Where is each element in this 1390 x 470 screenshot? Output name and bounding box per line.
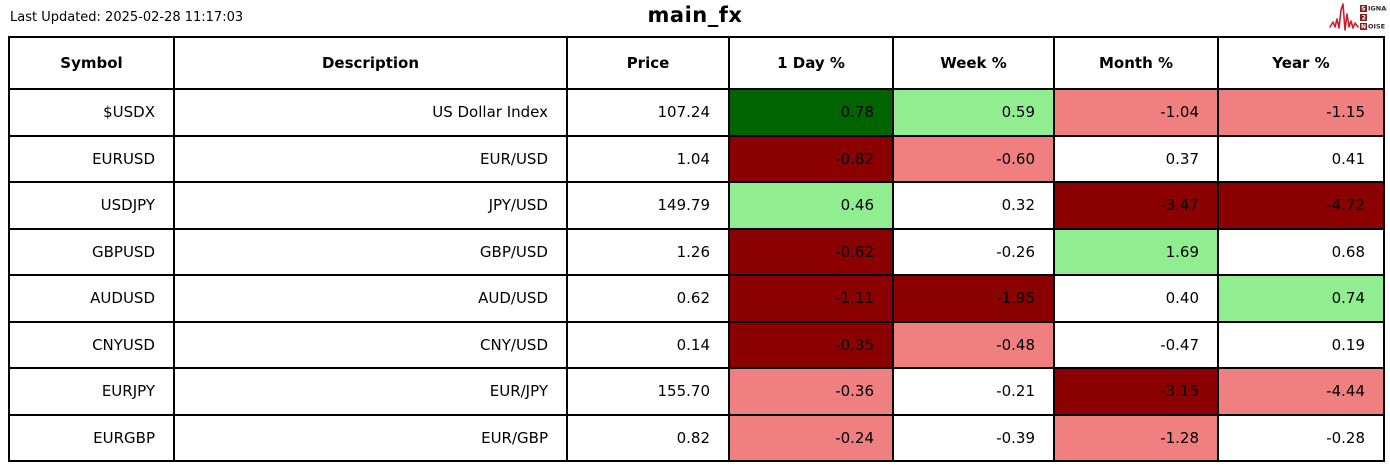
col-header-year: Year % <box>1217 36 1385 90</box>
table-row: CNYUSD CNY/USD 0.14 -0.35 -0.48 -0.47 0.… <box>8 320 1385 369</box>
col-header-description: Description <box>173 36 568 90</box>
logo-letter-n: N <box>1361 24 1366 31</box>
logo-word-signal: IGNAL <box>1368 5 1387 13</box>
fx-table: Symbol Description Price 1 Day % Week % … <box>8 36 1385 462</box>
week-change-cell: -1.95 <box>892 274 1055 323</box>
month-change-cell: -0.47 <box>1053 320 1219 369</box>
price-cell: 149.79 <box>566 181 730 230</box>
month-change-cell: -1.04 <box>1053 88 1219 137</box>
price-cell: 1.04 <box>566 134 730 183</box>
month-change-cell: 0.37 <box>1053 134 1219 183</box>
col-header-1day: 1 Day % <box>728 36 894 90</box>
description-cell: EUR/GBP <box>173 413 568 462</box>
table-row: EURGBP EUR/GBP 0.82 -0.24 -0.39 -1.28 -0… <box>8 413 1385 462</box>
signal2noise-logo: S IGNAL 2 N OISE <box>1329 3 1387 31</box>
day-change-cell: -1.11 <box>728 274 894 323</box>
logo-letter-s: S <box>1361 6 1365 13</box>
table-row: EURUSD EUR/USD 1.04 -0.82 -0.60 0.37 0.4… <box>8 134 1385 183</box>
week-change-cell: 0.32 <box>892 181 1055 230</box>
table-row: GBPUSD GBP/USD 1.26 -0.62 -0.26 1.69 0.6… <box>8 227 1385 276</box>
day-change-cell: -0.62 <box>728 227 894 276</box>
week-change-cell: -0.26 <box>892 227 1055 276</box>
logo-word-noise: OISE <box>1368 23 1385 31</box>
price-cell: 155.70 <box>566 367 730 416</box>
symbol-cell: USDJPY <box>8 181 175 230</box>
week-change-cell: -0.39 <box>892 413 1055 462</box>
description-cell: US Dollar Index <box>173 88 568 137</box>
col-header-price: Price <box>566 36 730 90</box>
day-change-cell: 0.78 <box>728 88 894 137</box>
description-cell: EUR/JPY <box>173 367 568 416</box>
week-change-cell: -0.48 <box>892 320 1055 369</box>
day-change-cell: -0.35 <box>728 320 894 369</box>
waveform-icon <box>1329 3 1359 31</box>
description-cell: JPY/USD <box>173 181 568 230</box>
col-header-month: Month % <box>1053 36 1219 90</box>
logo-text: S IGNAL 2 N OISE <box>1360 5 1387 31</box>
year-change-cell: -4.72 <box>1217 181 1385 230</box>
symbol-cell: CNYUSD <box>8 320 175 369</box>
year-change-cell: -4.44 <box>1217 367 1385 416</box>
table-row: EURJPY EUR/JPY 155.70 -0.36 -0.21 -3.15 … <box>8 367 1385 416</box>
year-change-cell: 0.74 <box>1217 274 1385 323</box>
week-change-cell: 0.59 <box>892 88 1055 137</box>
description-cell: GBP/USD <box>173 227 568 276</box>
price-cell: 0.62 <box>566 274 730 323</box>
price-cell: 0.14 <box>566 320 730 369</box>
year-change-cell: -1.15 <box>1217 88 1385 137</box>
price-cell: 0.82 <box>566 413 730 462</box>
table-row: USDJPY JPY/USD 149.79 0.46 0.32 -3.47 -4… <box>8 181 1385 230</box>
symbol-cell: EURGBP <box>8 413 175 462</box>
symbol-cell: $USDX <box>8 88 175 137</box>
month-change-cell: 0.40 <box>1053 274 1219 323</box>
description-cell: AUD/USD <box>173 274 568 323</box>
year-change-cell: -0.28 <box>1217 413 1385 462</box>
year-change-cell: 0.41 <box>1217 134 1385 183</box>
col-header-symbol: Symbol <box>8 36 175 90</box>
symbol-cell: EURUSD <box>8 134 175 183</box>
symbol-cell: GBPUSD <box>8 227 175 276</box>
logo-letter-2: 2 <box>1362 15 1366 22</box>
week-change-cell: -0.21 <box>892 367 1055 416</box>
week-change-cell: -0.60 <box>892 134 1055 183</box>
month-change-cell: -3.47 <box>1053 181 1219 230</box>
year-change-cell: 0.68 <box>1217 227 1385 276</box>
month-change-cell: -3.15 <box>1053 367 1219 416</box>
day-change-cell: 0.46 <box>728 181 894 230</box>
symbol-cell: AUDUSD <box>8 274 175 323</box>
price-cell: 107.24 <box>566 88 730 137</box>
month-change-cell: -1.28 <box>1053 413 1219 462</box>
day-change-cell: -0.82 <box>728 134 894 183</box>
price-cell: 1.26 <box>566 227 730 276</box>
day-change-cell: -0.24 <box>728 413 894 462</box>
description-cell: CNY/USD <box>173 320 568 369</box>
last-updated-label: Last Updated: 2025-02-28 11:17:03 <box>10 10 244 25</box>
symbol-cell: EURJPY <box>8 367 175 416</box>
description-cell: EUR/USD <box>173 134 568 183</box>
page-title: main_fx <box>647 3 743 27</box>
year-change-cell: 0.19 <box>1217 320 1385 369</box>
col-header-week: Week % <box>892 36 1055 90</box>
day-change-cell: -0.36 <box>728 367 894 416</box>
table-row: $USDX US Dollar Index 107.24 0.78 0.59 -… <box>8 88 1385 137</box>
month-change-cell: 1.69 <box>1053 227 1219 276</box>
table-row: AUDUSD AUD/USD 0.62 -1.11 -1.95 0.40 0.7… <box>8 274 1385 323</box>
header-row: Symbol Description Price 1 Day % Week % … <box>8 36 1385 90</box>
